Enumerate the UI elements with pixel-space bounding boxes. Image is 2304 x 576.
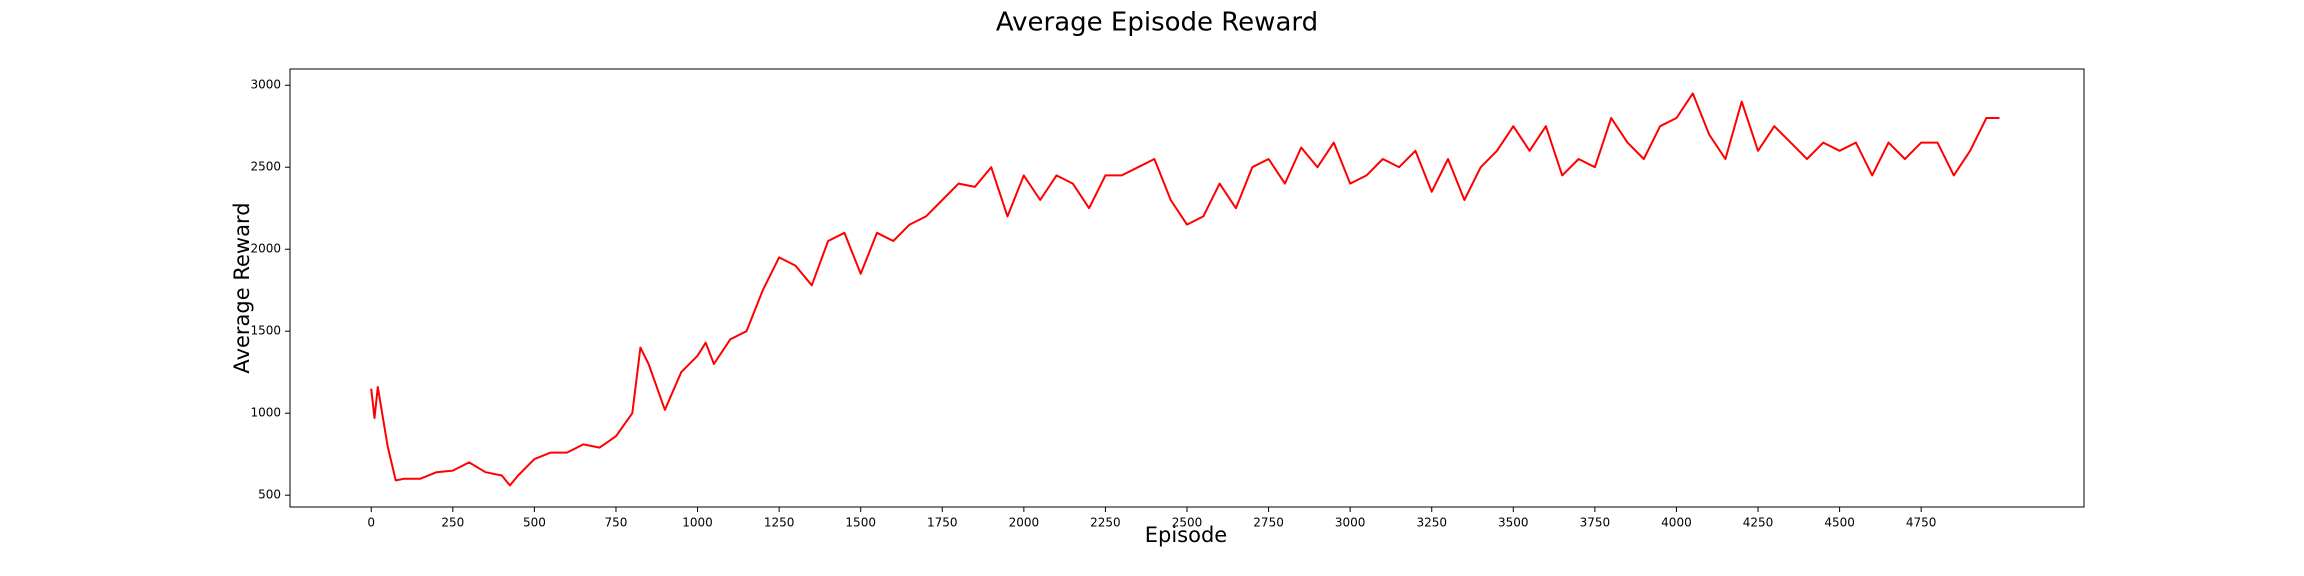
y-tick-label: 1000 bbox=[250, 406, 281, 420]
y-tick-label: 3000 bbox=[250, 78, 281, 92]
x-tick-label: 1000 bbox=[682, 516, 713, 530]
y-tick-label: 500 bbox=[258, 488, 281, 502]
y-tick-label: 1500 bbox=[250, 324, 281, 338]
x-tick-label: 4000 bbox=[1661, 516, 1692, 530]
x-tick-label: 3000 bbox=[1335, 516, 1366, 530]
x-tick-label: 4750 bbox=[1906, 516, 1937, 530]
y-axis-label: Average Reward bbox=[230, 202, 254, 373]
x-tick-label: 3750 bbox=[1580, 516, 1611, 530]
x-tick-label: 0 bbox=[367, 516, 375, 530]
x-tick-label: 2500 bbox=[1172, 516, 1203, 530]
x-tick-label: 2000 bbox=[1009, 516, 1040, 530]
y-tick-label: 2500 bbox=[250, 160, 281, 174]
x-tick-label: 1250 bbox=[764, 516, 795, 530]
x-tick-label: 750 bbox=[605, 516, 628, 530]
y-tick-label: 2000 bbox=[250, 242, 281, 256]
x-tick-label: 1750 bbox=[927, 516, 958, 530]
x-tick-label: 3250 bbox=[1416, 516, 1447, 530]
x-tick-label: 4500 bbox=[1824, 516, 1855, 530]
x-tick-label: 1500 bbox=[845, 516, 876, 530]
x-tick-label: 4250 bbox=[1743, 516, 1774, 530]
x-tick-label: 500 bbox=[523, 516, 546, 530]
plot-frame bbox=[289, 68, 2085, 508]
chart-title: Average Episode Reward bbox=[996, 8, 1318, 38]
data-line bbox=[370, 92, 2000, 487]
x-tick-label: 2250 bbox=[1090, 516, 1121, 530]
x-axis-label: Episode bbox=[1145, 523, 1227, 547]
x-tick-label: 250 bbox=[441, 516, 464, 530]
x-tick-label: 3500 bbox=[1498, 516, 1529, 530]
x-tick-label: 2750 bbox=[1253, 516, 1284, 530]
